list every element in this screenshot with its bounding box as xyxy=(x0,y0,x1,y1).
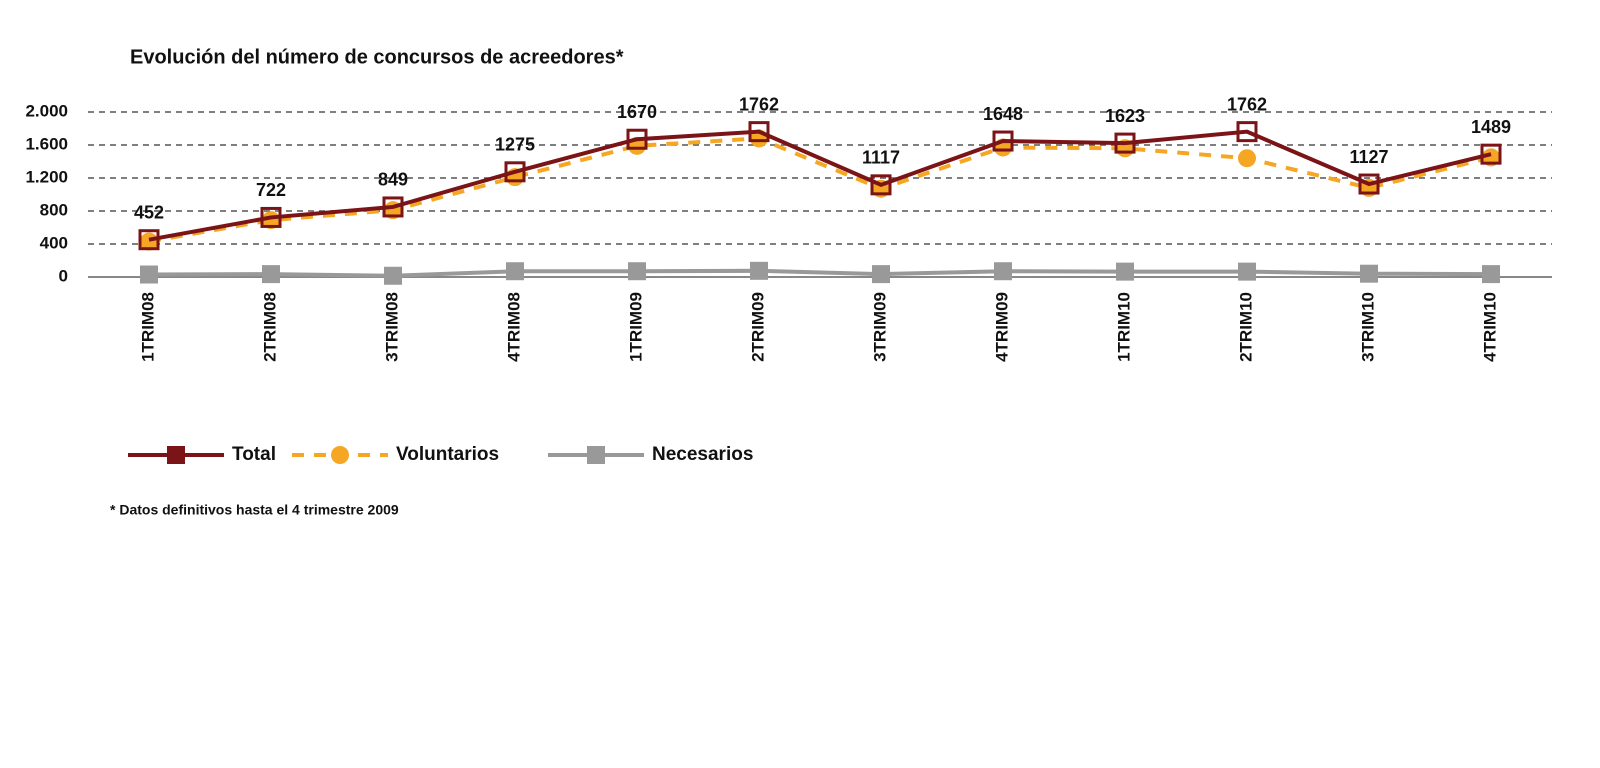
marker xyxy=(382,196,404,218)
data-label: 1275 xyxy=(495,135,535,155)
series-line xyxy=(148,129,1492,242)
marker xyxy=(260,206,282,228)
marker xyxy=(1480,143,1502,165)
data-label: 452 xyxy=(134,202,164,222)
x-tick-label: 2TRIM10 xyxy=(1236,292,1255,362)
legend-label: Necesarios xyxy=(652,444,753,465)
marker xyxy=(1238,262,1256,281)
marker xyxy=(1360,264,1378,283)
y-tick-label: 800 xyxy=(40,200,68,219)
chart-title: Evolución del número de concursos de acr… xyxy=(130,46,624,68)
marker xyxy=(331,446,349,464)
marker xyxy=(1238,149,1256,168)
marker xyxy=(140,265,158,284)
data-label: 1762 xyxy=(1227,94,1267,114)
marker xyxy=(750,261,768,280)
data-label: 1489 xyxy=(1471,117,1511,137)
series-line xyxy=(148,268,1492,278)
data-label: 849 xyxy=(378,170,408,190)
marker xyxy=(504,161,526,183)
legend-label: Total xyxy=(232,444,276,465)
marker xyxy=(262,265,280,284)
marker xyxy=(167,446,185,464)
x-tick-label: 2TRIM08 xyxy=(260,292,279,362)
marker xyxy=(628,262,646,281)
footnote: * Datos definitivos hasta el 4 trimestre… xyxy=(110,502,399,518)
marker xyxy=(138,229,160,251)
x-tick-label: 1TRIM09 xyxy=(626,292,645,362)
x-tick-label: 3TRIM10 xyxy=(1358,292,1377,362)
x-tick-label: 4TRIM09 xyxy=(992,292,1011,362)
data-label: 1762 xyxy=(739,94,779,114)
data-label: 722 xyxy=(256,180,286,200)
legend-label: Voluntarios xyxy=(396,444,499,465)
marker xyxy=(384,266,402,285)
x-tick-label: 3TRIM09 xyxy=(870,292,889,362)
data-label: 1670 xyxy=(617,102,657,122)
x-tick-label: 4TRIM10 xyxy=(1480,292,1499,362)
marker xyxy=(626,128,648,150)
marker xyxy=(994,262,1012,281)
y-tick-label: 2.000 xyxy=(25,101,68,120)
marker xyxy=(1482,265,1500,284)
marker xyxy=(506,262,524,281)
marker xyxy=(1116,262,1134,281)
series-line xyxy=(148,136,1492,244)
marker xyxy=(587,446,605,464)
x-tick-label: 1TRIM08 xyxy=(138,292,157,362)
x-tick-label: 3TRIM08 xyxy=(382,292,401,362)
x-tick-label: 1TRIM10 xyxy=(1114,292,1133,362)
x-tick-label: 4TRIM08 xyxy=(504,292,523,362)
data-label: 1117 xyxy=(862,148,900,168)
marker xyxy=(992,130,1014,152)
marker xyxy=(1358,173,1380,195)
marker xyxy=(1236,121,1258,143)
data-label: 1623 xyxy=(1105,106,1145,126)
marker xyxy=(872,265,890,284)
x-tick-label: 2TRIM09 xyxy=(748,292,767,362)
marker xyxy=(748,121,770,143)
y-tick-label: 1.200 xyxy=(25,167,68,186)
y-tick-label: 1.600 xyxy=(25,134,68,153)
data-label: 1648 xyxy=(983,104,1023,124)
marker xyxy=(870,174,892,196)
marker xyxy=(1114,132,1136,154)
y-tick-label: 400 xyxy=(40,233,68,252)
data-label: 1127 xyxy=(1349,147,1388,167)
y-tick-label: 0 xyxy=(59,266,68,285)
